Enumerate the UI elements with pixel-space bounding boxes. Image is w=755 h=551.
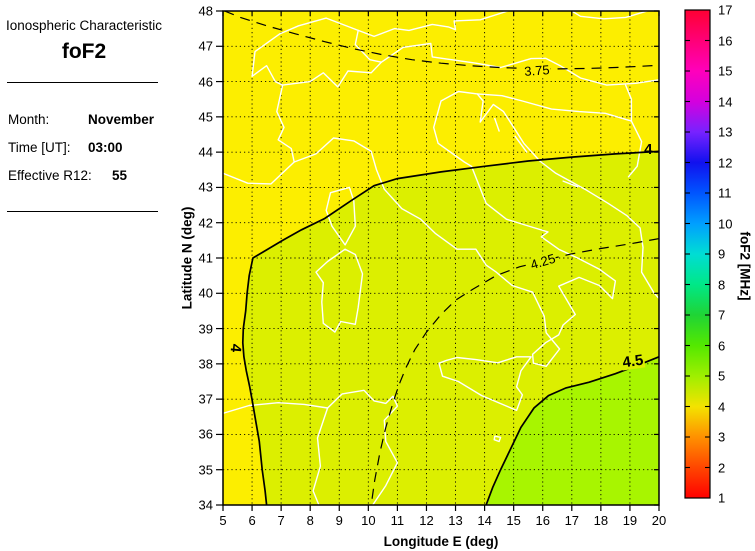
x-axis-title: Longitude E (deg) [383,534,499,549]
coastline [562,180,579,188]
coastlines [223,11,659,505]
month-label: Month: [8,112,50,127]
characteristic-name: foF2 [61,40,107,63]
r12-value: 55 [112,168,128,183]
time-label: Time [UT]: [8,140,71,155]
map-fill-regions [223,11,659,505]
coastline [223,90,659,367]
contour-line-4 [241,150,659,505]
coastline [315,248,364,333]
info-panel: Ionospheric Characteristic foF2 Month: N… [0,0,168,551]
coastline [514,135,528,153]
coastline [494,117,500,132]
coastline [438,356,532,412]
time-row: Time [UT]: 03:00 [8,140,168,156]
colorbar-title: foF2 [MHz] [737,231,753,301]
coastline [627,120,643,178]
coastline [325,186,356,246]
r12-label: Effective R12: [8,168,92,183]
month-value: November [88,112,155,127]
contour-line-4.5 [485,356,659,505]
divider-top [7,82,158,83]
month-row: Month: November [8,112,168,128]
coastline [624,84,633,122]
contour-line-3.75 [224,11,659,70]
coastline [251,17,383,88]
coastline [380,42,659,86]
coastline [357,11,509,38]
r12-row: Effective R12: 55 [8,168,168,184]
contour-line-4.25 [370,238,659,505]
grid [223,11,659,505]
coastline [571,11,649,20]
region-below-4 [223,11,659,505]
coastline [312,407,329,505]
axis-ticks [216,10,660,511]
region-above-4-5 [486,356,659,505]
coastline [276,84,295,163]
panel-title: Ionospheric Characteristic [5,18,163,33]
coastline [223,389,399,505]
y-axis-title: Latitude N (deg) [179,206,195,310]
contour-lines [224,11,659,505]
colorbar-ticks [685,39,710,469]
coastline [493,435,502,443]
time-value: 03:00 [88,140,123,155]
coastline [476,93,633,122]
divider-bottom [7,211,158,212]
